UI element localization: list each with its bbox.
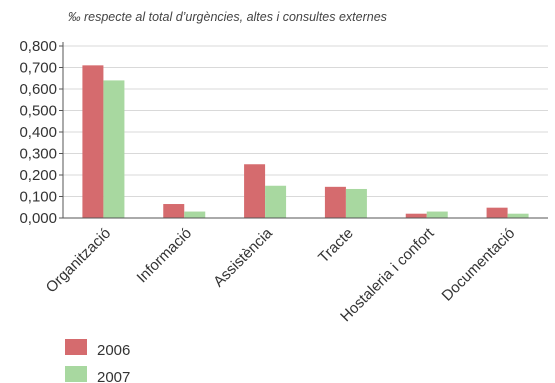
legend-label: 2007 (97, 369, 130, 383)
bar-2006-4 (405, 213, 427, 218)
bar-2006-0 (82, 65, 104, 218)
x-tick-label: Tracte (315, 225, 357, 267)
legend-swatch-2007 (65, 366, 87, 382)
y-tick-label: 0,500 (19, 103, 57, 120)
bar-2007-4 (426, 211, 448, 218)
bar-2007-5 (507, 213, 529, 218)
bar-2006-3 (324, 186, 346, 218)
y-tick-label: 0,600 (19, 81, 57, 98)
y-tick-label: 0,300 (19, 146, 57, 163)
bar-2007-1 (184, 211, 206, 218)
bar-2006-2 (244, 164, 266, 218)
bar-2007-3 (345, 188, 367, 218)
x-tick-label: Informació (134, 225, 196, 287)
bar-2007-0 (103, 80, 125, 219)
y-tick-label: 0,400 (19, 124, 57, 141)
chart-subtitle: ‰ respecte al total d’urgències, altes i… (68, 10, 387, 24)
legend: 2006 2007 (65, 339, 130, 383)
bars (82, 65, 529, 219)
bar-2006-1 (163, 204, 185, 218)
y-tick-label: 0,100 (19, 189, 57, 206)
grid (63, 45, 548, 197)
y-tick-label: 0,700 (19, 60, 57, 77)
y-axis: 0,000 0,100 0,200 0,300 0,400 0,500 0,600 0,700… (19, 38, 64, 227)
legend-swatch-2006 (65, 339, 87, 355)
y-tick-label: 0,000 (19, 210, 57, 227)
bar-2006-5 (486, 207, 508, 218)
bar-2007-2 (265, 185, 287, 218)
x-tick-label: Assistència (210, 224, 276, 290)
x-axis: Organització Informació Assistència TracteH… (43, 217, 548, 325)
x-tick-label: Documentació (439, 225, 519, 305)
y-tick-label: 0,200 (19, 167, 57, 184)
x-tick-label: Organització (43, 225, 115, 297)
legend-label: 2006 (97, 342, 130, 359)
y-tick-label: 0,800 (19, 38, 57, 55)
